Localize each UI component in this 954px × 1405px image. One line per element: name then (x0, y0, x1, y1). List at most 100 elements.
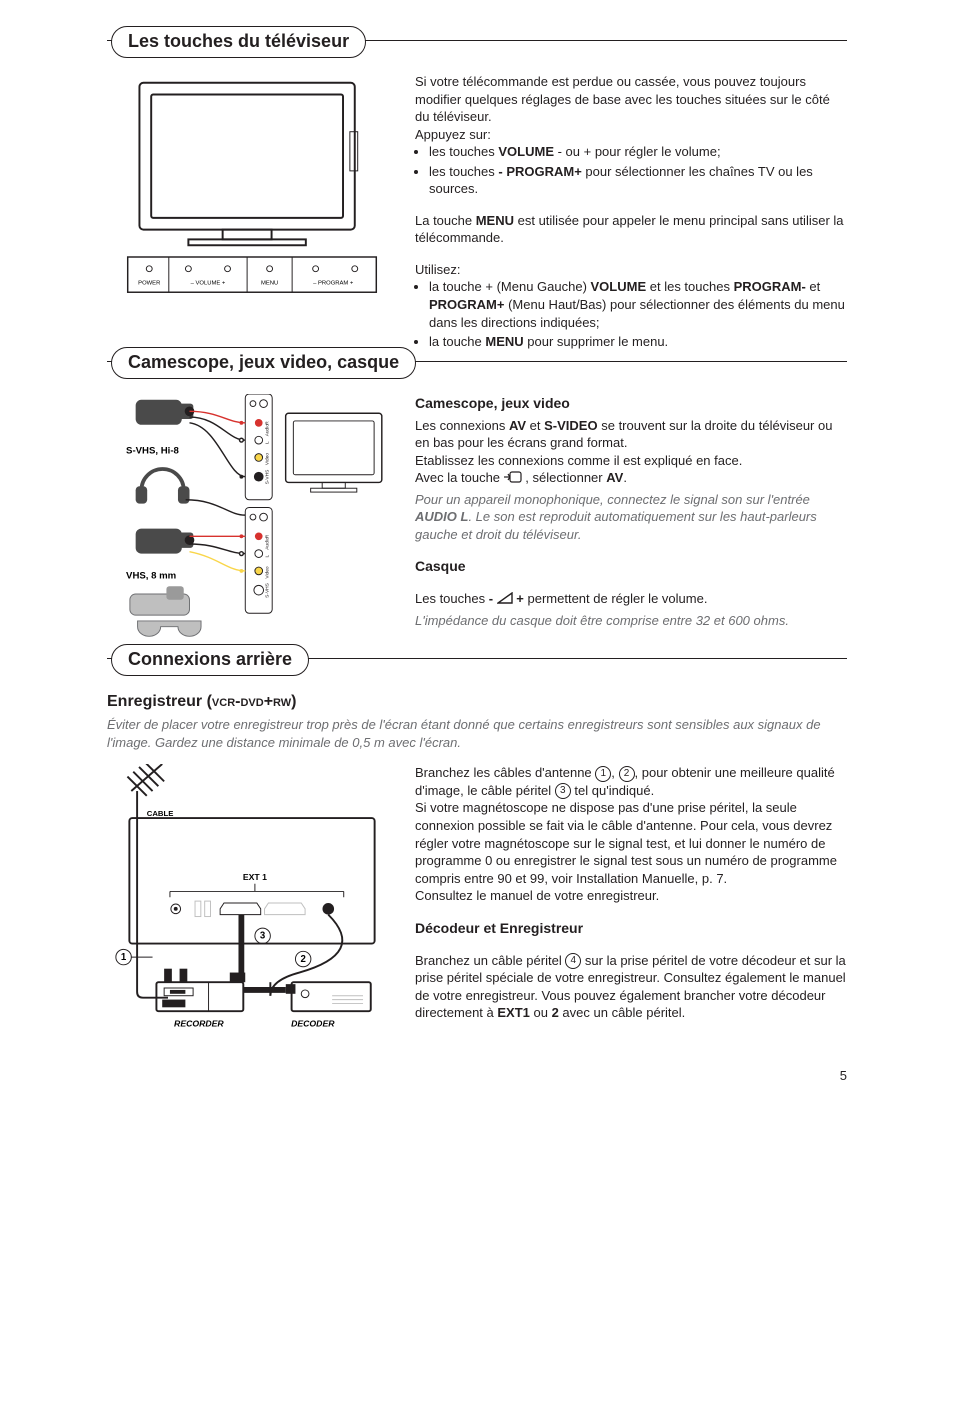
panel-video: Video (264, 452, 270, 465)
av-select-icon (504, 471, 522, 483)
tv-illustration: POWER – VOLUME + MENU – PROGRAM + (107, 73, 397, 353)
headphones-icon (136, 469, 190, 504)
s1-li4: la touche MENU pour supprimer le menu. (429, 333, 847, 351)
t: tel qu'indiqué. (571, 783, 654, 798)
gamepad-icon (138, 621, 201, 636)
t: PROGRAM- (734, 279, 806, 294)
t: , (611, 765, 618, 780)
t: permettent de régler le volume. (524, 591, 708, 606)
cam-svg: R Audio L Video S-VHS (107, 394, 397, 644)
section-2-text: Camescope, jeux video Les connexions AV … (415, 394, 847, 644)
section-3-body: Enregistreur (vcr-dvd+rw) Éviter de plac… (107, 691, 847, 1045)
s2-p2: Etablissez les connexions comme il est e… (415, 452, 847, 470)
tv-prog-label: – PROGRAM + (313, 280, 354, 286)
s3-p2: Si votre magnétoscope ne dispose pas d'u… (415, 799, 847, 887)
s2-it2: L'impédance du casque doit être comprise… (415, 612, 847, 630)
t: et (526, 418, 544, 433)
section-2-body: R Audio L Video S-VHS (107, 394, 847, 644)
console-icon (130, 586, 190, 615)
section-1-body: POWER – VOLUME + MENU – PROGRAM + Si vot… (107, 73, 847, 353)
cable-label: CABLE (147, 809, 174, 818)
panel2-svhs: S-VHS (264, 583, 270, 598)
t: Enregistreur ( (107, 693, 212, 710)
s3-p3: Consultez le manuel de votre enregistreu… (415, 887, 847, 905)
tv-svg: POWER – VOLUME + MENU – PROGRAM + (107, 73, 397, 303)
recorder-label: RECORDER (174, 1019, 224, 1029)
camcorder-icon (136, 399, 195, 424)
t: PROGRAM+ (429, 297, 504, 312)
s1-p3: La touche MENU est utilisée pour appeler… (415, 212, 847, 247)
s3-p4: Branchez un câble péritel 4 sur la prise… (415, 952, 847, 1022)
t: la touche (429, 334, 485, 349)
t: AUDIO L (415, 509, 468, 524)
inline-circ-2: 2 (619, 766, 635, 782)
t: EXT1 (497, 1005, 530, 1020)
t: avec un câble péritel. (559, 1005, 685, 1020)
recorder-icon (156, 969, 245, 1011)
t: pour supprimer le menu. (524, 334, 669, 349)
s1-p1: Si votre télécommande est perdue ou cass… (415, 73, 847, 126)
t: vcr-dvd+rw (212, 693, 291, 710)
t: AV (509, 418, 526, 433)
t: VOLUME (591, 279, 647, 294)
t: . Le son est reproduit automatiquement s… (415, 509, 817, 542)
t: Les touches (415, 591, 489, 606)
t: - (489, 591, 497, 606)
section-title-2: Camescope, jeux video, casque (111, 347, 416, 379)
t: Branchez un câble péritel (415, 953, 565, 968)
t: S-VIDEO (544, 418, 597, 433)
vhs-label: VHS, 8 mm (126, 570, 176, 581)
wiring-illustration: CABLE EXT 1 (107, 764, 397, 1044)
s1-li1: les touches VOLUME - ou + pour régler le… (429, 143, 847, 161)
t: Branchez les câbles d'antenne (415, 765, 595, 780)
decoder-label: DECODER (291, 1019, 335, 1029)
ext1-label: EXT 1 (243, 872, 267, 882)
section-1-text: Si votre télécommande est perdue ou cass… (415, 73, 847, 353)
s2-p4: Les touches - + permettent de régler le … (415, 590, 847, 608)
tv-menu-label: MENU (261, 280, 278, 286)
s1-li2: les touches - PROGRAM+ pour sélectionner… (429, 163, 847, 198)
t: et les touches (646, 279, 733, 294)
s3-intro: Éviter de placer votre enregistreur trop… (107, 716, 847, 751)
t: ) (291, 693, 296, 710)
s2-it1: Pour un appareil monophonique, connectez… (415, 491, 847, 544)
s3-sub: Enregistreur (vcr-dvd+rw) (107, 691, 847, 713)
volume-angle-icon (497, 592, 513, 604)
page-number: 5 (107, 1068, 847, 1083)
circ-3: 3 (260, 931, 266, 942)
camescope-illustration: R Audio L Video S-VHS (107, 394, 397, 644)
panel2-l: L (264, 554, 270, 557)
t: VOLUME (498, 144, 554, 159)
s3-h2: Décodeur et Enregistreur (415, 919, 847, 938)
s2-p3: Avec la touche , sélectionner AV. (415, 469, 847, 487)
inline-circ-4: 4 (565, 953, 581, 969)
s2-p1: Les connexions AV et S-VIDEO se trouvent… (415, 417, 847, 452)
circ-1: 1 (121, 952, 127, 963)
t: et (806, 279, 820, 294)
inline-circ-1: 1 (595, 766, 611, 782)
panel-audio: Audio (264, 423, 270, 436)
s1-p4: Utilisez: (415, 261, 847, 279)
s2-h1: Camescope, jeux video (415, 394, 847, 413)
tv-power-label: POWER (138, 280, 160, 286)
s2-h2: Casque (415, 557, 847, 576)
t: Les connexions (415, 418, 509, 433)
decoder-icon (286, 983, 371, 1012)
panel2-video: Video (264, 566, 270, 579)
panel2-audio: Audio (264, 537, 270, 550)
t: les touches (429, 164, 498, 179)
t: Avec la touche (415, 470, 504, 485)
panel-svhs: S-VHS (264, 469, 270, 484)
t: AV (606, 470, 623, 485)
t: ou (530, 1005, 552, 1020)
t: + (516, 591, 524, 606)
section-title-1: Les touches du téléviseur (111, 26, 366, 58)
t: MENU (485, 334, 523, 349)
panel-l: L (264, 441, 270, 444)
camcorder2-icon (136, 528, 195, 553)
inline-circ-3: 3 (555, 783, 571, 799)
t: - ou + pour régler le volume; (554, 144, 721, 159)
page: Les touches du téléviseur (107, 40, 847, 1083)
circ-2: 2 (300, 954, 305, 965)
tv-vol-label: – VOLUME + (191, 280, 226, 286)
